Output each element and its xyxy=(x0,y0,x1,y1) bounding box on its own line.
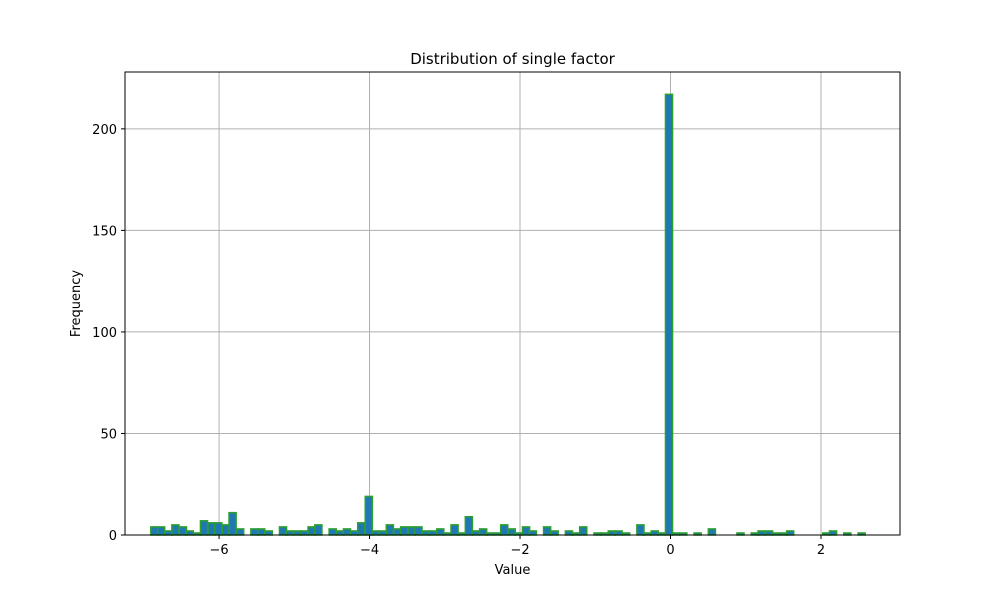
x-tick-label: −6 xyxy=(209,543,228,558)
y-axis-label: Frequency xyxy=(69,270,84,337)
y-tick-label: 200 xyxy=(92,123,117,138)
histogram-bar xyxy=(399,526,409,536)
histogram-bar xyxy=(199,520,209,536)
histogram-bar xyxy=(371,530,380,536)
histogram-bar xyxy=(542,526,552,536)
histogram-bar xyxy=(356,522,366,536)
histogram-bar xyxy=(328,528,337,536)
x-tick-label: 0 xyxy=(666,543,674,558)
histogram-bar xyxy=(664,93,674,536)
histogram-bar xyxy=(414,526,423,536)
histogram-bar xyxy=(228,511,237,536)
histogram-bar xyxy=(156,526,166,536)
histogram-bar xyxy=(342,528,352,536)
x-tick-label: 2 xyxy=(817,543,825,558)
y-tick-label: 50 xyxy=(100,427,117,442)
x-tick-label: −2 xyxy=(510,543,529,558)
histogram-bar xyxy=(614,530,623,536)
x-axis-ticks: −6 −4 −2 0 2 xyxy=(209,535,825,558)
histogram-bar xyxy=(256,528,266,536)
chart-title: Distribution of single factor xyxy=(410,50,615,68)
histogram-bar xyxy=(385,524,395,536)
histogram-bar xyxy=(185,530,195,536)
histogram-bar xyxy=(299,530,309,536)
histogram-bar xyxy=(707,528,717,536)
histogram-bar xyxy=(314,524,323,536)
histogram-bar xyxy=(428,530,438,536)
histogram-bar xyxy=(578,526,588,536)
histogram-bar xyxy=(471,530,480,536)
histogram-bar xyxy=(285,530,295,536)
histogram-bar xyxy=(213,522,223,536)
histogram-bar xyxy=(235,528,245,536)
histogram-bar xyxy=(171,524,180,536)
histogram-bar xyxy=(785,530,795,536)
y-tick-label: 150 xyxy=(92,224,117,239)
plot-frame xyxy=(124,71,901,536)
histogram-bar xyxy=(499,524,509,536)
histogram-bar xyxy=(828,530,838,536)
histogram-bar xyxy=(264,530,274,536)
histogram-bar xyxy=(550,530,559,536)
histogram-bar xyxy=(528,530,538,536)
x-tick-label: −4 xyxy=(360,543,379,558)
x-axis-label: Value xyxy=(495,563,531,578)
y-tick-label: 100 xyxy=(92,326,117,341)
histogram-bar xyxy=(757,530,766,536)
y-tick-label: 0 xyxy=(109,529,117,544)
y-axis-ticks: 0 50 100 150 200 xyxy=(92,123,125,544)
histogram-bar xyxy=(364,495,374,536)
